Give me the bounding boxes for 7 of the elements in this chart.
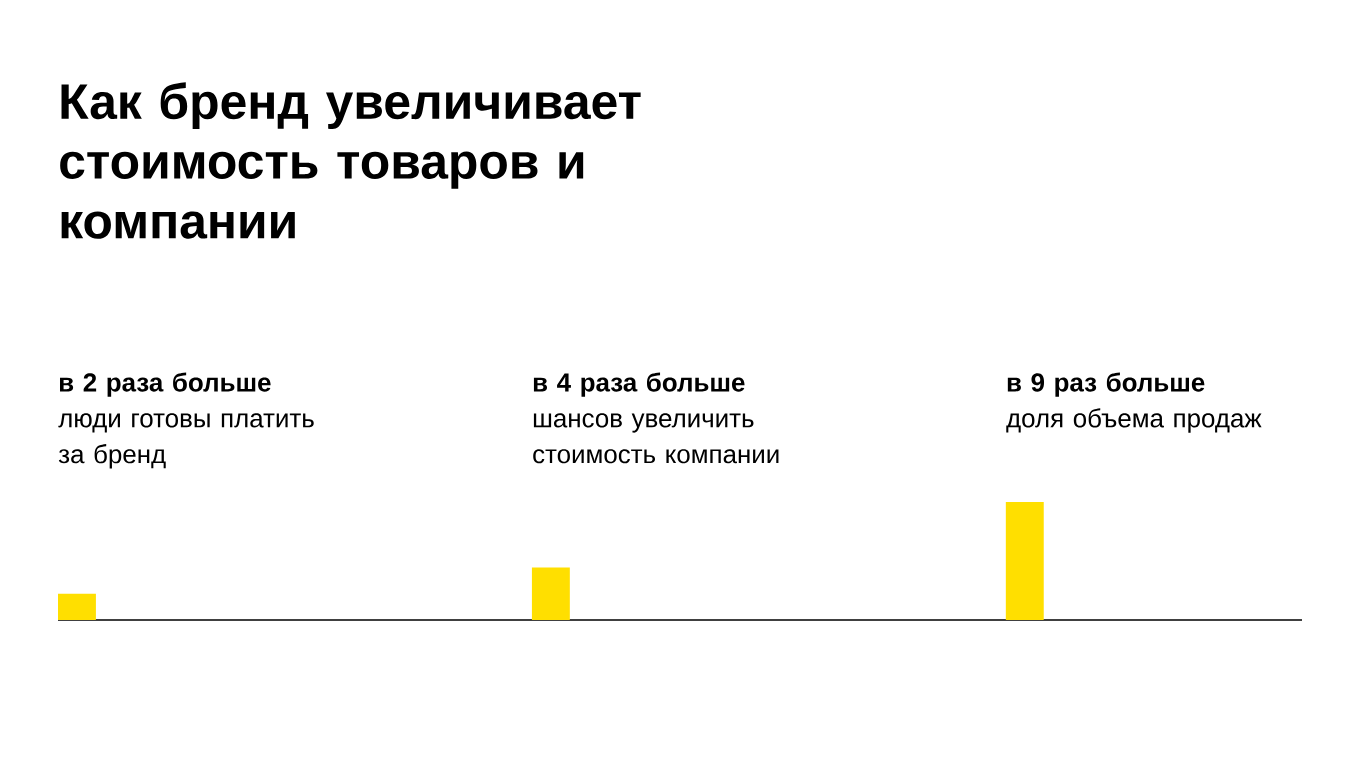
chart-title: Как бренд увеличивает стоимость товаров и компании [60,82,641,239]
data-label: в 2 раза больше [60,372,271,397]
x-tick-label: люди готовы платить за бренд [58,413,314,469]
x-tick-label: шансов увеличить стоимость компании [533,413,779,464]
x-tick-label: доля объема продаж [1006,408,1262,433]
data-label: в 4 раза больше [533,372,745,397]
data-label: в 9 раз больше [1007,372,1205,397]
